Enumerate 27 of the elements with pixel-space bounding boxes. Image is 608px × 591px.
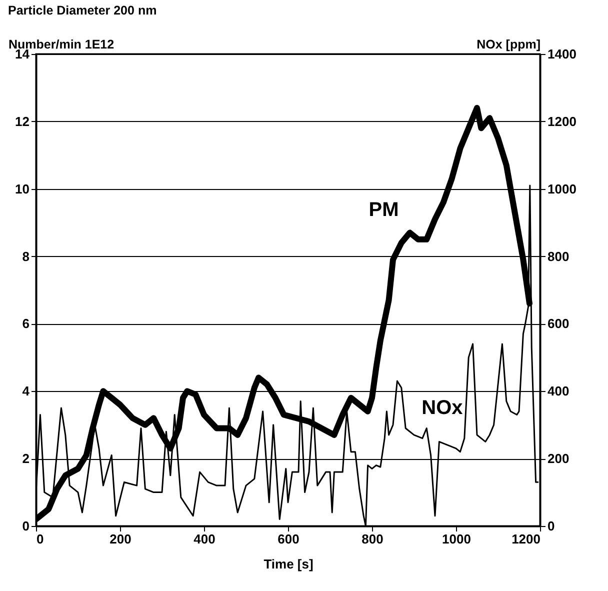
y2-axis-title: NOx [ppm] — [476, 38, 540, 52]
x-tick-label: 1000 — [442, 532, 471, 546]
y2-tick-label: 1400 — [548, 46, 576, 62]
y2-tick-label: 800 — [548, 248, 570, 264]
series-label: PM — [368, 198, 399, 221]
y2-tick-label: 600 — [548, 316, 570, 332]
y2-tick-label: 0 — [548, 518, 555, 534]
y-tick-label: 4 — [22, 384, 30, 399]
y-tick-label: 8 — [22, 248, 30, 264]
x-tick-label: 1200 — [512, 532, 540, 546]
y2-tick-label: 200 — [548, 451, 570, 466]
series-label: NOx — [422, 397, 463, 419]
x-axis-title: Time [s] — [264, 556, 314, 572]
y2-tick-label: 400 — [548, 384, 570, 399]
y-tick-label: 2 — [22, 451, 30, 466]
y2-tick-label: 1200 — [548, 114, 576, 129]
x-tick-label: 600 — [278, 532, 300, 546]
y-tick-label: 10 — [15, 181, 30, 196]
chart-title: Particle Diameter 200 nm — [8, 4, 157, 18]
x-tick-label: 200 — [110, 532, 132, 546]
x-tick-label: 400 — [194, 532, 216, 546]
y2-tick-label: 1000 — [548, 181, 576, 196]
x-tick-label: 800 — [362, 532, 384, 546]
x-tick-label: 0 — [36, 532, 44, 546]
y-tick-label: 12 — [15, 114, 30, 129]
y-tick-label: 6 — [22, 316, 30, 332]
y-tick-label: 0 — [22, 518, 30, 534]
